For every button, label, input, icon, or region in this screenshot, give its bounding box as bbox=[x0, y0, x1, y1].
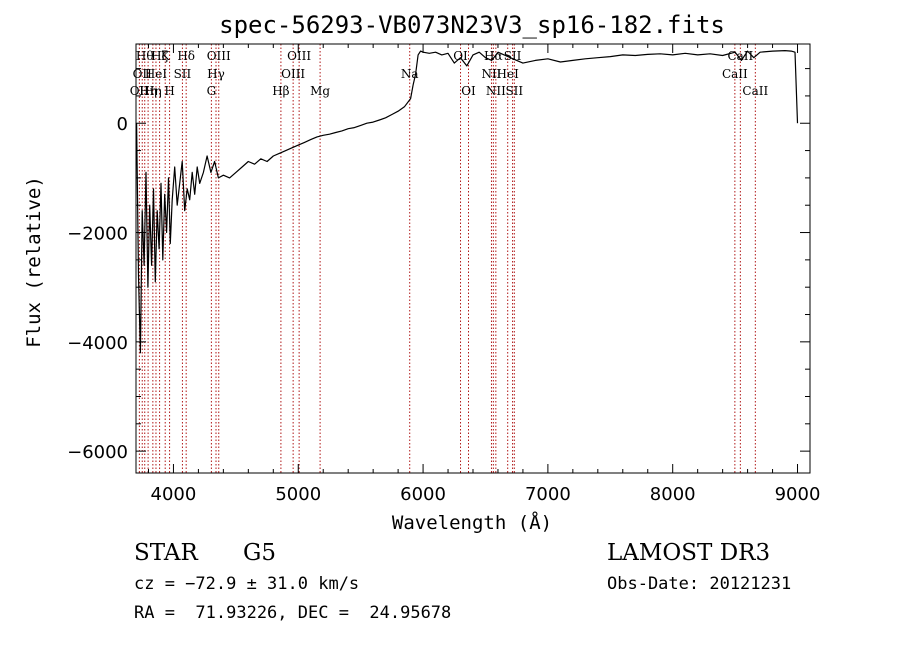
spectral-line-label: H bbox=[164, 84, 174, 98]
x-tick-label: 4000 bbox=[151, 484, 197, 505]
spectral-line-label: OI bbox=[461, 84, 476, 98]
spectral-line-label: SII bbox=[174, 67, 192, 81]
x-tick-label: 5000 bbox=[275, 484, 321, 505]
spectral-line-label: Na bbox=[401, 67, 419, 81]
spectral-line-label: Hζ bbox=[151, 49, 168, 63]
y-axis-ticks: −6000 −4000 −2000 0 bbox=[67, 68, 810, 463]
x-tick-label: 7000 bbox=[525, 484, 571, 505]
spectral-line-label: SII bbox=[505, 84, 523, 98]
x-tick-label: 9000 bbox=[775, 484, 821, 505]
spectral-line-label: OIII bbox=[287, 49, 311, 63]
spectral-line-label: OIII bbox=[281, 67, 305, 81]
x-axis-ticks: 4000 5000 6000 7000 8000 9000 bbox=[147, 44, 821, 505]
spectral-line-label: SII bbox=[504, 49, 522, 63]
spectral-line-label: Hβ bbox=[272, 84, 289, 98]
spectral-line-label: OI bbox=[453, 49, 468, 63]
spectrum-series-line bbox=[136, 50, 799, 354]
x-tick-label: 6000 bbox=[400, 484, 446, 505]
chart-title: spec-56293-VB073N23V3_sp16-182.fits bbox=[219, 11, 725, 39]
spectral-line-label: CaII bbox=[722, 67, 748, 81]
spectral-line-label: Hη bbox=[144, 84, 162, 98]
spectral-line-label: Mg bbox=[310, 84, 330, 98]
spectral-line-label: HeI bbox=[145, 67, 168, 81]
spectral-line-label: NII bbox=[481, 67, 501, 81]
survey-name: LAMOST DR3 bbox=[607, 540, 771, 566]
x-tick-label: 8000 bbox=[650, 484, 696, 505]
spectral-line-label: G bbox=[207, 84, 217, 98]
x-axis-label: Wavelength (Å) bbox=[392, 511, 552, 534]
spectral-line-label: Hγ bbox=[207, 67, 225, 81]
spectral-line-label: OII bbox=[133, 67, 153, 81]
spectral-line-label: Hα bbox=[484, 49, 503, 63]
spectral-line-markers bbox=[138, 44, 756, 473]
sky-coordinates: RA = 71.93226, DEC = 24.95678 bbox=[134, 603, 452, 623]
plot-frame bbox=[135, 43, 811, 474]
observation-date: Obs-Date: 20121231 bbox=[607, 574, 792, 594]
object-subclass: G5 bbox=[243, 540, 277, 566]
y-tick-label: −6000 bbox=[67, 442, 128, 463]
spectral-line-label: Hη bbox=[139, 84, 157, 98]
spectral-line-label: CaII bbox=[742, 84, 768, 98]
y-tick-label: −2000 bbox=[67, 224, 128, 245]
y-tick-label: 0 bbox=[117, 114, 128, 135]
spectral-line-label: K bbox=[161, 49, 171, 63]
spectral-line-label: OIII bbox=[207, 49, 231, 63]
spectral-line-labels: OIIOIIHθHηHηHeIHζKHSIIHδGHγOIIIHβOIIIOII… bbox=[130, 49, 769, 98]
y-axis-label: Flux (relative) bbox=[23, 176, 45, 348]
redshift-velocity: cz = −72.9 ± 31.0 km/s bbox=[134, 574, 360, 594]
object-class: STAR bbox=[134, 540, 198, 566]
spectral-line-label: OII bbox=[130, 84, 150, 98]
spectral-line-label: CaII bbox=[727, 49, 753, 63]
y-tick-label: −4000 bbox=[67, 333, 128, 354]
spectral-line-label: HeI bbox=[497, 67, 520, 81]
spectral-line-label: NII bbox=[486, 84, 506, 98]
spectral-line-label: Hθ bbox=[136, 49, 154, 63]
spectral-line-label: Hδ bbox=[177, 49, 195, 63]
